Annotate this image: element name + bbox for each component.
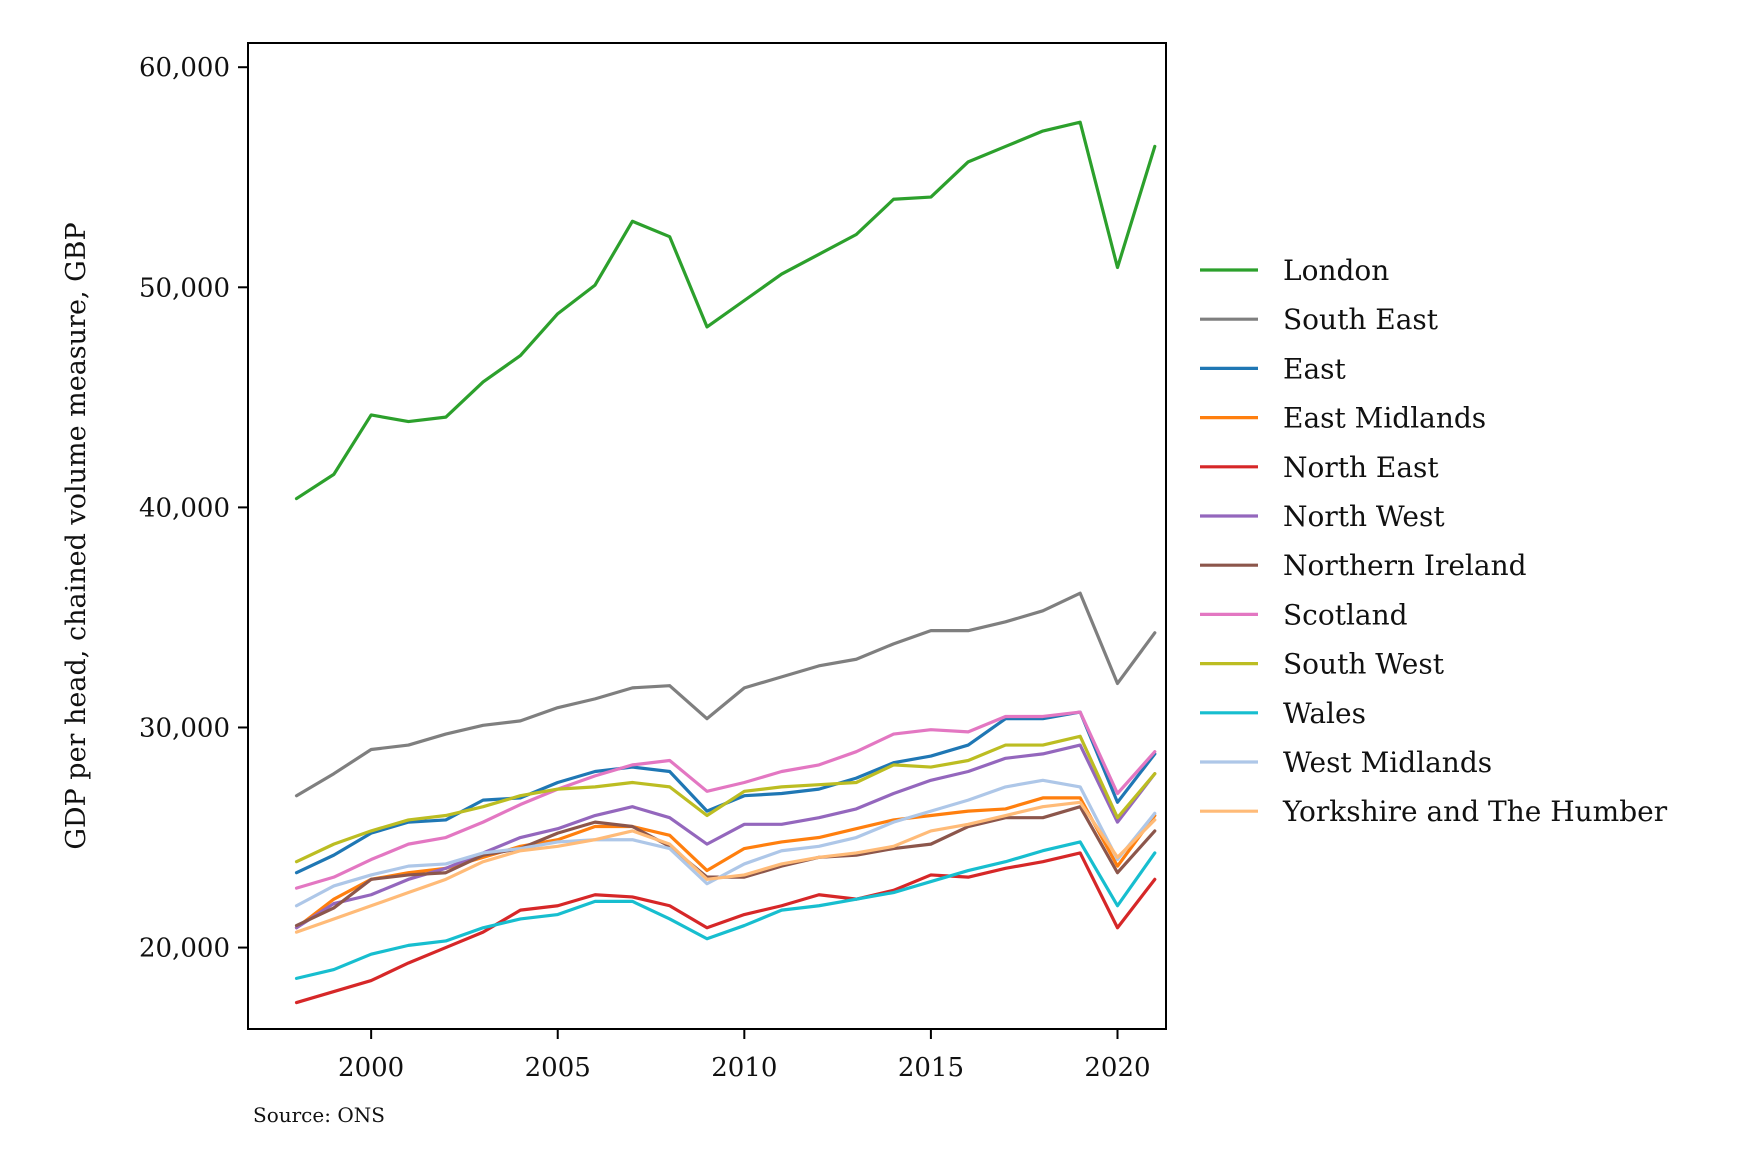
plot-marks	[294, 120, 1157, 1005]
series-line-north-east	[294, 851, 1157, 1005]
legend-label-east: East	[1283, 352, 1347, 385]
y-axis-ticks: 20,000 30,000 40,000 50,000 60,000	[139, 53, 248, 964]
plot-frame	[247, 42, 1167, 1030]
y-tick-label: 20,000	[139, 934, 230, 964]
y-tick-label: 50,000	[139, 273, 230, 303]
series-line-north-west	[294, 743, 1157, 930]
legend-label-wales: Wales	[1283, 697, 1366, 730]
series-line-south-east	[294, 591, 1157, 798]
source-note: Source: ONS	[253, 1103, 385, 1127]
x-tick-label: 2010	[711, 1053, 777, 1083]
x-tick-label: 2020	[1084, 1053, 1150, 1083]
legend-label-south-west: South West	[1283, 648, 1445, 681]
legend-label-south-east: South East	[1283, 303, 1439, 336]
series-line-scotland	[294, 710, 1157, 890]
legend-label-northern-ireland: Northern Ireland	[1283, 549, 1527, 582]
legend-label-london: London	[1283, 254, 1389, 287]
x-tick-label: 2000	[338, 1053, 404, 1083]
series-line-wales	[294, 840, 1157, 980]
series-line-london	[294, 120, 1157, 501]
legend-label-north-west: North West	[1283, 500, 1445, 533]
x-tick-label: 2005	[525, 1053, 591, 1083]
series-line-west-midlands	[294, 778, 1157, 908]
x-tick-label: 2015	[898, 1053, 964, 1083]
legend: London South East East East Midlands North E…	[1200, 254, 1668, 828]
x-axis-ticks: 2000 2005 2010 2015 2020	[338, 1029, 1151, 1083]
y-tick-label: 30,000	[139, 713, 230, 743]
legend-label-west-midlands: West Midlands	[1283, 746, 1492, 779]
legend-label-north-east: North East	[1283, 451, 1439, 484]
y-tick-label: 60,000	[139, 53, 230, 83]
series-line-east	[294, 710, 1157, 875]
legend-label-scotland: Scotland	[1283, 598, 1408, 631]
legend-label-east-midlands: East Midlands	[1283, 402, 1486, 435]
y-tick-label: 40,000	[139, 493, 230, 523]
y-axis-title: GDP per head, chained volume measure, GB…	[61, 222, 92, 849]
series-line-yorkshire-and-the-humber	[294, 800, 1157, 934]
series-line-south-west	[294, 734, 1157, 864]
legend-label-yorkshire-and-the-humber: Yorkshire and The Humber	[1282, 795, 1668, 828]
